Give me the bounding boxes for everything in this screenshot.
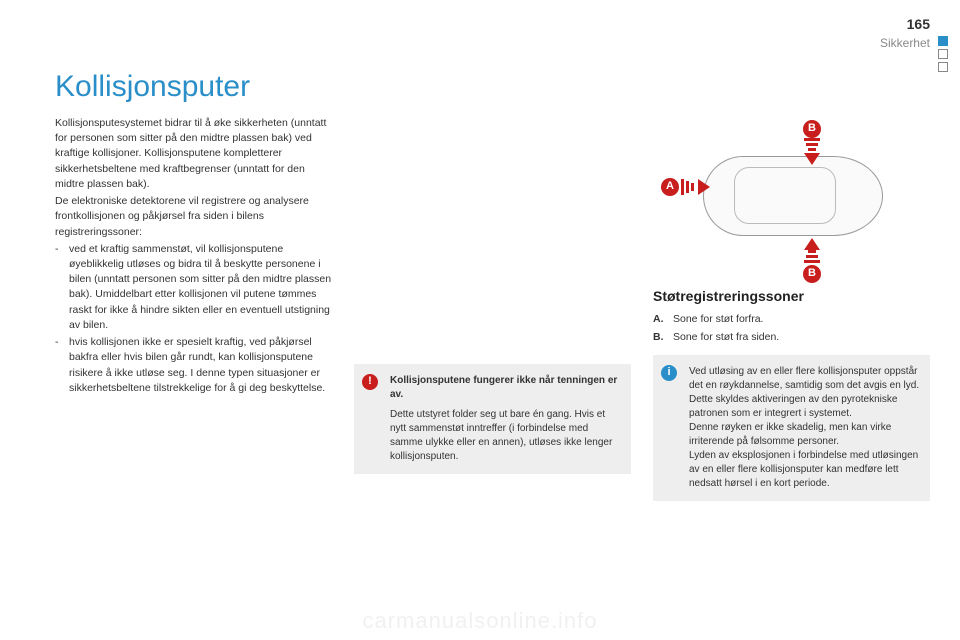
intro-paragraph-2: De elektroniske detektorene vil registre… — [55, 194, 332, 240]
indicator-square — [938, 62, 948, 72]
arrow-left-icon — [698, 179, 710, 195]
bullet-text: hvis kollisjonen ikke er spesielt krafti… — [69, 335, 332, 396]
impact-zone-diagram: A B B — [653, 116, 930, 276]
column-3: A B B Støtregistreringssoner A. — [653, 116, 930, 501]
warning-text: Dette utstyret folder seg ut bare én gan… — [390, 409, 612, 462]
arrow-side-bottom: B — [803, 238, 821, 283]
warning-body: Kollisjonsputene fungerer ikke når tenni… — [390, 374, 621, 464]
impact-bars — [804, 138, 820, 153]
arrow-front: A — [661, 178, 710, 196]
arrow-up-icon — [804, 238, 820, 250]
page-number: 165 — [907, 16, 930, 32]
info-paragraph-2: Denne røyken er ikke skadelig, men kan v… — [689, 422, 891, 447]
column-1: Kollisjonsputesystemet bidrar til å øke … — [55, 116, 332, 501]
page-title: Kollisjonsputer — [55, 70, 930, 104]
definition-item: A. Sone for støt forfra. — [653, 312, 930, 327]
columns: Kollisjonsputesystemet bidrar til å øke … — [55, 116, 930, 501]
definition-item: B. Sone for støt fra siden. — [653, 330, 930, 345]
arrow-down-icon — [804, 153, 820, 165]
info-paragraph-3: Lyden av eksplosjonen i forbindelse med … — [689, 450, 918, 489]
definition-label-b: B. — [653, 330, 673, 345]
bullet-item: - hvis kollisjonen ikke er spesielt kraf… — [55, 335, 332, 396]
bullet-text: ved et kraftig sammenstøt, vil kollisjon… — [69, 242, 332, 333]
info-body: Ved utløsing av en eller flere kollisjon… — [689, 365, 920, 491]
warning-bold-text: Kollisjonsputene fungerer ikke når tenni… — [390, 374, 621, 402]
arrow-side-top: B — [803, 120, 821, 165]
bullet-item: - ved et kraftig sammenstøt, vil kollisj… — [55, 242, 332, 333]
badge-a: A — [661, 178, 679, 196]
page-section-label: Sikkerhet — [880, 36, 930, 50]
badge-b-bottom: B — [803, 265, 821, 283]
bullet-dash: - — [55, 242, 69, 333]
warning-icon: ! — [362, 374, 378, 390]
column-2: ! Kollisjonsputene fungerer ikke når ten… — [354, 116, 631, 501]
bullet-list: - ved et kraftig sammenstøt, vil kollisj… — [55, 242, 332, 396]
impact-bars — [681, 179, 696, 195]
definition-label-a: A. — [653, 312, 673, 327]
info-paragraph-1: Ved utløsing av en eller flere kollisjon… — [689, 366, 919, 419]
warning-box: ! Kollisjonsputene fungerer ikke når ten… — [354, 364, 631, 474]
indicator-square-active — [938, 36, 948, 46]
spacer — [354, 116, 631, 354]
intro-paragraph-1: Kollisjonsputesystemet bidrar til å øke … — [55, 116, 332, 192]
side-indicator — [938, 36, 948, 75]
page-header: 165 Sikkerhet — [876, 16, 930, 52]
page-content: Kollisjonsputer Kollisjonsputesystemet b… — [55, 70, 930, 620]
badge-b-top: B — [803, 120, 821, 138]
subheading: Støtregistreringssoner — [653, 286, 930, 306]
car-outline — [703, 156, 883, 236]
definition-text-b: Sone for støt fra siden. — [673, 330, 779, 345]
info-icon: i — [661, 365, 677, 381]
bullet-dash: - — [55, 335, 69, 396]
definition-text-a: Sone for støt forfra. — [673, 312, 763, 327]
info-box: i Ved utløsing av en eller flere kollisj… — [653, 355, 930, 501]
indicator-square — [938, 49, 948, 59]
impact-bars — [804, 250, 820, 265]
